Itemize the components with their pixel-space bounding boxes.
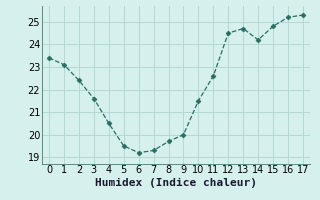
- X-axis label: Humidex (Indice chaleur): Humidex (Indice chaleur): [95, 178, 257, 188]
